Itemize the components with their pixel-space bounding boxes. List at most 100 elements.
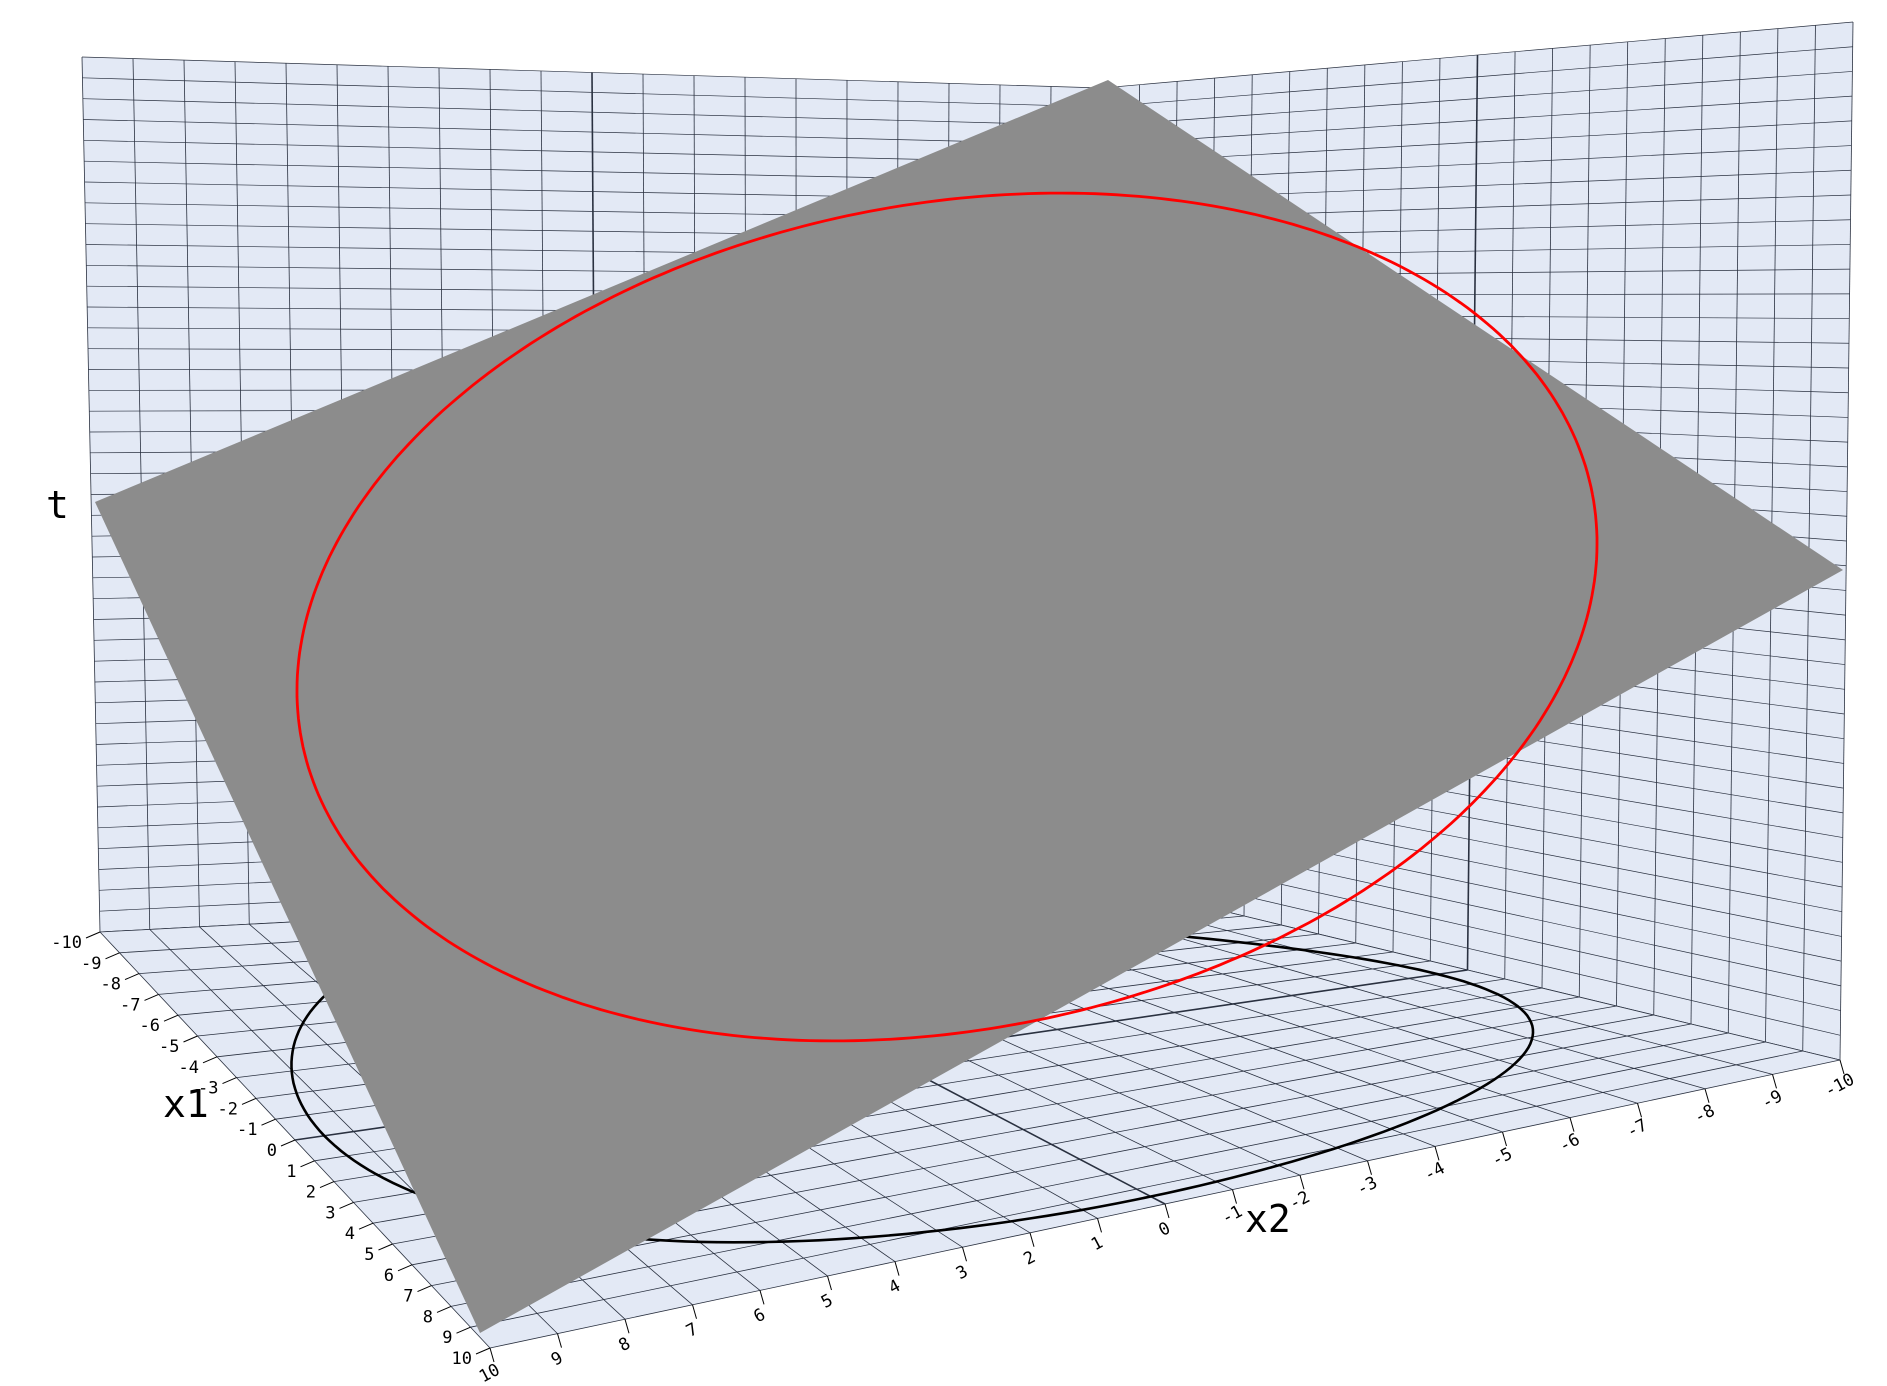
x1-tick-mark <box>280 1139 296 1147</box>
x1-tick-mark <box>241 1097 257 1105</box>
x2-tick-label: -6 <box>1556 1130 1583 1157</box>
plane-circle-curve <box>295 191 1599 1043</box>
x1-tick-mark <box>261 1118 276 1126</box>
x1-tick-mark <box>183 1035 198 1043</box>
x2-tick-mark <box>557 1333 562 1348</box>
x2-tick-mark <box>962 1247 967 1262</box>
x2-tick-mark <box>894 1261 900 1276</box>
floor-gridline-x1 <box>431 1032 1729 1286</box>
x2-tick-mark <box>1164 1203 1170 1219</box>
x2-tick-label: 10 <box>476 1360 503 1386</box>
x1-tick-label: -5 <box>159 1037 179 1057</box>
x2-tick-label: 3 <box>953 1262 971 1284</box>
x2-tick-label: -8 <box>1691 1101 1718 1128</box>
x2-tick-label: 8 <box>615 1334 633 1356</box>
x2-tick-mark <box>1637 1103 1642 1118</box>
x1-tick-mark <box>417 1285 432 1293</box>
x2-tick-mark <box>489 1347 495 1363</box>
x1-tick-label: -6 <box>140 1016 160 1036</box>
x1-tick-label: 10 <box>452 1349 472 1369</box>
x1-tick-label: 5 <box>364 1245 374 1265</box>
x2-tick-label: -7 <box>1623 1115 1650 1142</box>
x2-tick-label: 2 <box>1020 1247 1038 1269</box>
floor-gridline-x1 <box>470 1050 1803 1328</box>
x2-tick-label: 4 <box>885 1276 903 1298</box>
plane-surface <box>95 80 1843 1333</box>
left-pane-hline <box>82 98 1102 127</box>
x1-tick-mark <box>358 1222 374 1230</box>
x2-tick-mark <box>827 1275 832 1291</box>
x1-tick-label: 2 <box>306 1183 316 1203</box>
t-axis-label: t <box>46 483 69 527</box>
right-pane-hline <box>1101 95 1853 145</box>
x1-tick-label: -1 <box>237 1120 257 1140</box>
left-pane-hline <box>82 77 1102 108</box>
x1-tick-mark <box>378 1243 393 1251</box>
x1-tick-label: 8 <box>423 1307 433 1327</box>
x1-tick-mark <box>339 1201 354 1209</box>
x1-tick-mark <box>144 993 159 1001</box>
right-pane-hline <box>1101 46 1853 108</box>
x2-tick-mark <box>759 1290 765 1305</box>
x1-tick-mark <box>436 1305 452 1313</box>
x1-tick-mark <box>300 1160 315 1168</box>
x1-tick-mark <box>85 931 101 939</box>
floor-gridline-x1 <box>450 1041 1766 1307</box>
x2-tick-mark <box>1704 1088 1710 1103</box>
x1-tick-mark <box>105 952 120 960</box>
x2-tick-mark <box>624 1319 630 1334</box>
x1-tick-label: 7 <box>403 1287 413 1307</box>
x1-tick-label: 9 <box>442 1328 452 1348</box>
x2-tick-label: -1 <box>1218 1202 1245 1229</box>
x1-tick-mark <box>475 1347 491 1355</box>
x1-tick-mark <box>397 1264 413 1272</box>
x2-tick-label: -4 <box>1421 1158 1448 1185</box>
x2-tick-mark <box>1232 1189 1237 1204</box>
x2-tick-mark <box>692 1304 697 1319</box>
x2-tick-mark <box>1772 1074 1777 1089</box>
x2-tick-label: 6 <box>750 1305 768 1327</box>
x2-tick-label: 7 <box>683 1319 701 1341</box>
x2-tick-label: -10 <box>1821 1070 1858 1102</box>
x1-tick-label: -9 <box>81 954 101 974</box>
x2-tick-mark <box>1839 1059 1845 1075</box>
x1-tick-label: -7 <box>120 995 140 1015</box>
right-pane-hline <box>1101 71 1853 127</box>
x1-tick-mark <box>163 1014 179 1022</box>
x1-tick-label: 6 <box>384 1266 394 1286</box>
axis-label-layer: t x1 x2 <box>46 483 1291 1241</box>
x1-tick-mark <box>456 1326 471 1334</box>
surface-layer <box>95 80 1843 1333</box>
right-pane-hline <box>1101 21 1854 89</box>
x2-tick-mark <box>1569 1117 1575 1132</box>
x2-tick-mark <box>1367 1160 1372 1175</box>
x2-tick-label: -9 <box>1758 1086 1785 1113</box>
x2-tick-mark <box>1029 1232 1035 1247</box>
x1-axis-label: x1 <box>163 1082 209 1126</box>
x2-tick-label: -5 <box>1488 1144 1515 1171</box>
x1-tick-mark <box>319 1181 335 1189</box>
x1-tick-label: -3 <box>198 1079 218 1099</box>
x1-tick-label: 4 <box>345 1224 355 1244</box>
x2-tick-label: 9 <box>548 1348 566 1370</box>
x1-tick-label: 0 <box>267 1141 277 1161</box>
x2-tick-mark <box>1502 1131 1507 1147</box>
x1-tick-label: -8 <box>101 975 121 995</box>
x1-tick-mark <box>222 1077 237 1085</box>
x1-tick-label: 1 <box>286 1162 296 1182</box>
x2-tick-mark <box>1097 1218 1102 1233</box>
right-pane-hline <box>1101 120 1852 164</box>
x2-tick-mark <box>1434 1146 1440 1161</box>
x1-tick-label: -4 <box>179 1058 199 1078</box>
x2-tick-mark <box>1299 1175 1305 1190</box>
x2-tick-label: 5 <box>818 1290 836 1312</box>
x1-tick-mark <box>124 973 140 981</box>
x2-axis-label: x2 <box>1245 1197 1291 1241</box>
x1-tick-mark <box>202 1056 218 1064</box>
x2-tick-label: -3 <box>1353 1173 1380 1200</box>
x2-tick-label: 0 <box>1155 1218 1173 1240</box>
x1-tick-label: -10 <box>51 933 82 953</box>
x1-tick-label: -2 <box>218 1099 238 1119</box>
left-pane-hline <box>83 119 1102 145</box>
